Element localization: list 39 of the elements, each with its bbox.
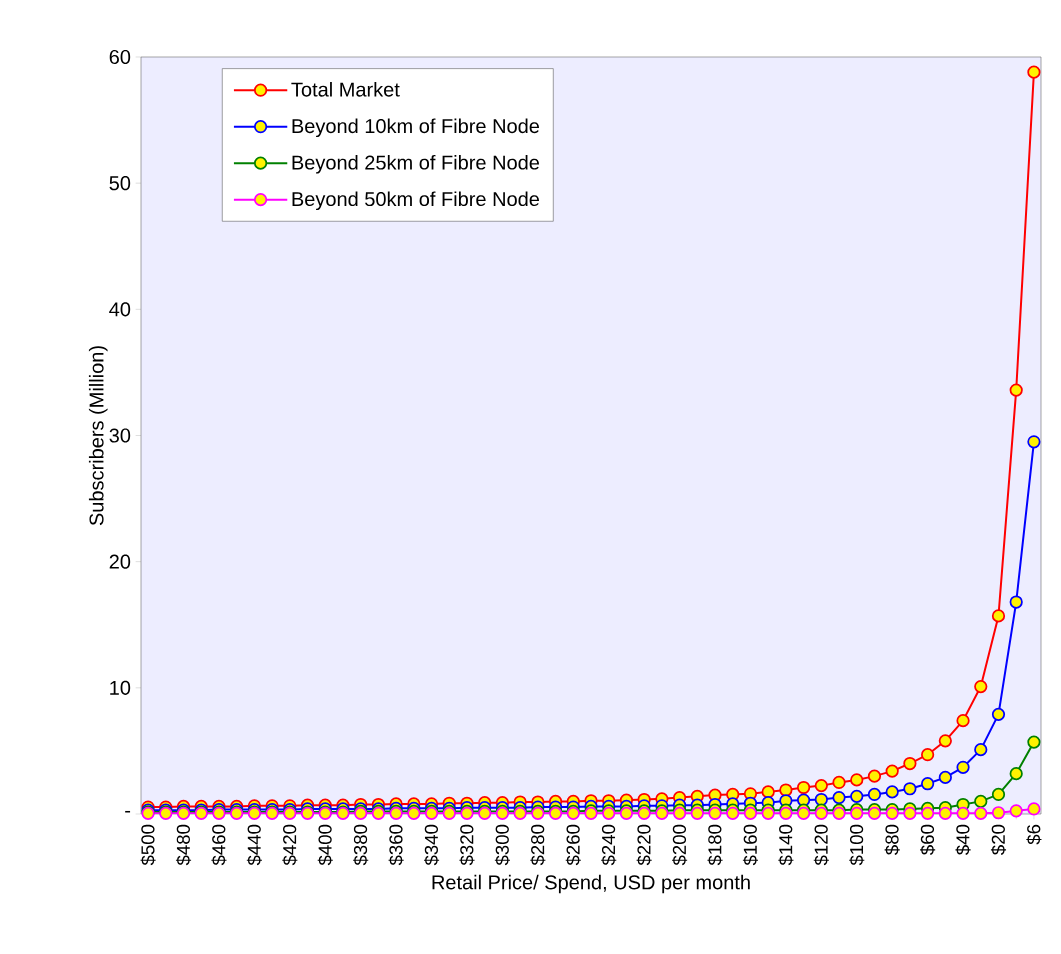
x-tick-label: $280 [530, 824, 546, 866]
x-tick-label: $40 [955, 824, 971, 855]
y-tick-label: 40 [109, 302, 131, 317]
legend-label: Beyond 25km of Fibre Node [292, 154, 540, 174]
x-tick-label: $460 [211, 824, 227, 866]
x-tick-label: $60 [920, 824, 936, 855]
y-tick-label: - [125, 810, 131, 813]
x-tick-label: $420 [282, 824, 298, 866]
y-tick-label: 60 [109, 49, 131, 65]
x-tick-label: $180 [707, 824, 723, 866]
x-tick-label: $380 [353, 824, 369, 866]
x-tick-label: $400 [317, 824, 333, 866]
legend-label: Total Market [291, 81, 400, 97]
x-tick-label: $6 [1026, 824, 1042, 845]
y-tick-label: 30 [109, 428, 131, 443]
y-tick-label: 50 [109, 176, 131, 191]
x-tick-label: $260 [565, 824, 581, 866]
x-tick-label: $20 [990, 824, 1007, 855]
x-tick-label: $80 [884, 824, 900, 855]
y-axis-title: Subscribers (Million) [88, 346, 108, 526]
x-tick-label: $340 [423, 824, 440, 866]
legend-label: Beyond 10km of Fibre Node [292, 118, 540, 138]
x-tick-label: $140 [778, 824, 794, 866]
x-tick-label: $120 [813, 824, 829, 866]
y-tick-label: 20 [109, 554, 131, 569]
x-tick-label: $480 [175, 824, 192, 866]
x-axis-title: Retail Price/ Spend, USD per month [432, 874, 750, 894]
x-tick-label: $220 [636, 824, 652, 866]
x-tick-label: $360 [388, 824, 404, 866]
x-tick-label: $160 [742, 824, 759, 866]
legend-label: Beyond 50km of Fibre Node [292, 191, 540, 211]
x-tick-label: $300 [494, 824, 510, 866]
y-tick-label: 10 [110, 680, 131, 695]
x-tick-label: $440 [246, 824, 262, 866]
x-tick-label: $320 [459, 824, 475, 866]
x-tick-label: $100 [849, 824, 865, 866]
x-tick-label: $500 [140, 824, 156, 866]
x-tick-label: $200 [672, 824, 688, 866]
x-tick-label: $240 [601, 824, 617, 866]
